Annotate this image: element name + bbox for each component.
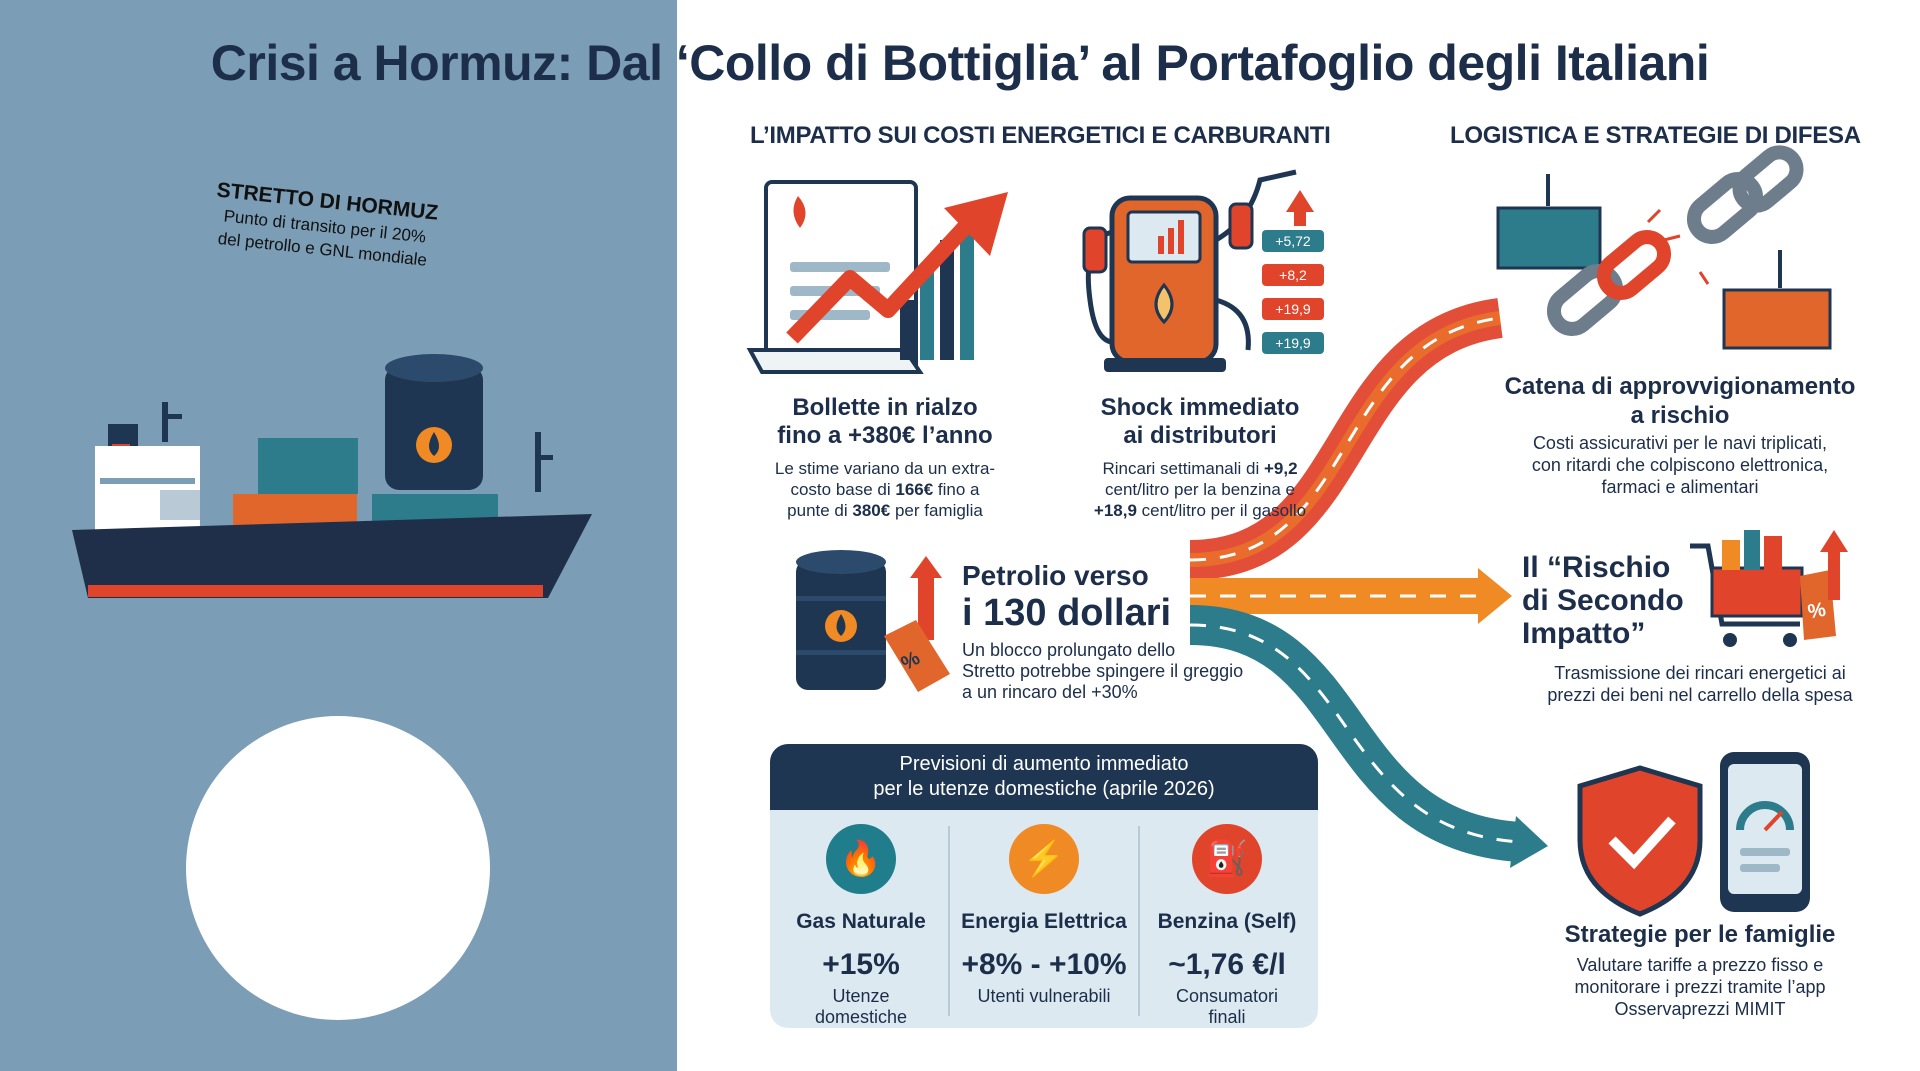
forecast-note: domestiche <box>814 1007 908 1027</box>
supply-text-line-2: con ritardi che colpiscono elettronica, <box>1531 455 1829 475</box>
broken-chain-icon <box>1496 145 1832 350</box>
price-tag: +8,2 <box>1262 264 1324 286</box>
second-impact-text-line-1: Trasmissione dei rincari energetici ai <box>1554 663 1846 683</box>
supply-title-line-1: Catena di approvvigionamento <box>1504 373 1856 400</box>
phone-app-icon <box>1720 752 1810 912</box>
pump-title-line-1: Shock immediato <box>1100 394 1300 421</box>
forecast-label: Energia Elettrica <box>961 910 1127 933</box>
supply-title: Catena di approvvigionamento a rischio <box>1480 372 1880 430</box>
supply-text: Costi assicurativi per le navi triplicat… <box>1480 432 1880 498</box>
forecast-column-electric: ⚡ Energia Elettrica +8% - +10% Utenti vu… <box>953 810 1135 1028</box>
fuel-pump-icon <box>1082 169 1314 372</box>
pump-text: Rincari settimanali di +9,2 cent/litro p… <box>1060 458 1340 521</box>
oil-text: Un blocco prolungato dello Stretto potre… <box>962 640 1282 703</box>
pump-title: Shock immediato ai distributori <box>1060 394 1340 450</box>
bills-title: Bollette in rialzo fino a +380€ l’anno <box>740 394 1030 450</box>
pump-text-line-2: cent/litro per la benzina e <box>1105 480 1295 499</box>
section-heading-energy: L’IMPATTO SUI COSTI ENERGETICI E CARBURA… <box>750 122 1331 149</box>
second-impact-title-line-3: Impatto” <box>1522 617 1646 650</box>
strategies-text-line-3: Osservaprezzi MIMIT <box>1614 999 1786 1019</box>
bills-title-line-1: Bollette in rialzo <box>792 394 978 421</box>
bill-chart-icon <box>746 180 1008 374</box>
strategies-text-line-1: Valutare tariffe a prezzo fisso e <box>1576 955 1824 975</box>
forecast-value: +8% - +10% <box>961 948 1127 981</box>
forecast-header-line-1: Previsioni di aumento immediato <box>899 753 1189 775</box>
flame-icon: 🔥 <box>826 824 896 894</box>
cargo-ship-icon <box>72 354 592 598</box>
section-heading-logistics: LOGISTICA E STRATEGIE DI DIFESA <box>1450 122 1861 149</box>
pump-title-line-2: ai distributori <box>1123 422 1277 449</box>
oil-barrel-icon <box>796 550 950 692</box>
forecast-column-gas: 🔥 Gas Naturale +15% Utenze domestiche <box>770 810 952 1028</box>
arrow-right-icon <box>1510 816 1548 868</box>
strategies-title: Strategie per le famiglie <box>1564 921 1836 948</box>
pump-text-line-1: Rincari settimanali di +9,2 <box>1102 459 1298 478</box>
strategies-text: Valutare tariffe a prezzo fisso e monito… <box>1500 954 1900 1020</box>
oil-text-line-2: Stretto potrebbe spingere il greggio <box>962 661 1244 681</box>
forecast-value: +15% <box>822 948 900 981</box>
oil-title-line-2: i 130 dollari <box>962 592 1172 634</box>
forecast-note: Consumatori <box>1175 986 1279 1006</box>
oil-text-line-3: a un rincaro del +30% <box>962 682 1138 702</box>
oil-title-line-1: Petrolio verso <box>962 560 1149 591</box>
price-tag: +5,72 <box>1262 230 1324 252</box>
forecast-header-line-2: per le utenze domestiche (aprile 2026) <box>873 778 1215 800</box>
price-tag: +19,9 <box>1262 332 1324 354</box>
page-title: Crisi a Hormuz: Dal ‘Collo di Bottiglia’… <box>210 35 1710 91</box>
bills-text-line-3: punte di 380€ per famiglia <box>787 501 983 520</box>
fuel-pump-icon: ⛽ <box>1192 824 1262 894</box>
column-divider <box>948 826 950 1016</box>
column-divider <box>1138 826 1140 1016</box>
arrow-right-icon <box>1478 568 1512 624</box>
forecast-note: Utenti vulnerabili <box>977 986 1111 1006</box>
forecast-column-fuel: ⛽ Benzina (Self) ~1,76 €/l Consumatori f… <box>1136 810 1318 1028</box>
bills-title-line-2: fino a +380€ l’anno <box>777 422 993 449</box>
forecast-note: finali <box>1208 1007 1246 1027</box>
second-impact-text: Trasmissione dei rincari energetici ai p… <box>1500 662 1900 706</box>
strategies-text-line-2: monitorare i prezzi tramite l’app <box>1574 977 1826 997</box>
second-impact-title: Il “Rischio di Secondo Impatto” <box>1522 551 1684 650</box>
pump-text-line-3: +18,9 cent/litro per il gasollo <box>1093 501 1307 520</box>
price-tag: +19,9 <box>1262 298 1324 320</box>
white-circle <box>186 716 490 1020</box>
forecast-label: Gas Naturale <box>796 910 926 933</box>
forecast-header: Previsioni di aumento immediato per le u… <box>770 744 1318 810</box>
road-paths <box>1189 298 1522 862</box>
cart-percent-tag: % <box>1806 598 1828 624</box>
bills-text-line-1: Le stime variano da un extra- <box>774 459 996 478</box>
bills-text: Le stime variano da un extra- costo base… <box>740 458 1030 521</box>
forecast-panel: Previsioni di aumento immediato per le u… <box>770 744 1318 1028</box>
forecast-value: ~1,76 €/l <box>1168 948 1286 981</box>
forecast-label: Benzina (Self) <box>1157 910 1297 933</box>
supply-title-line-2: a rischio <box>1630 402 1730 429</box>
second-impact-title-line-2: di Secondo <box>1522 584 1684 617</box>
bills-text-line-2: costo base di 166€ fino a <box>790 480 980 499</box>
oil-text-line-1: Un blocco prolungato dello <box>962 640 1176 660</box>
second-impact-title-line-1: Il “Rischio <box>1522 551 1671 584</box>
lightning-icon: ⚡ <box>1009 824 1079 894</box>
second-impact-text-line-2: prezzi dei beni nel carrello della spesa <box>1547 685 1853 705</box>
shopping-cart-icon <box>1690 530 1848 647</box>
forecast-note: Utenze <box>832 986 890 1006</box>
supply-text-line-3: farmaci e alimentari <box>1601 477 1759 497</box>
shield-check-icon <box>1577 765 1703 917</box>
supply-text-line-1: Costi assicurativi per le navi triplicat… <box>1532 433 1828 453</box>
